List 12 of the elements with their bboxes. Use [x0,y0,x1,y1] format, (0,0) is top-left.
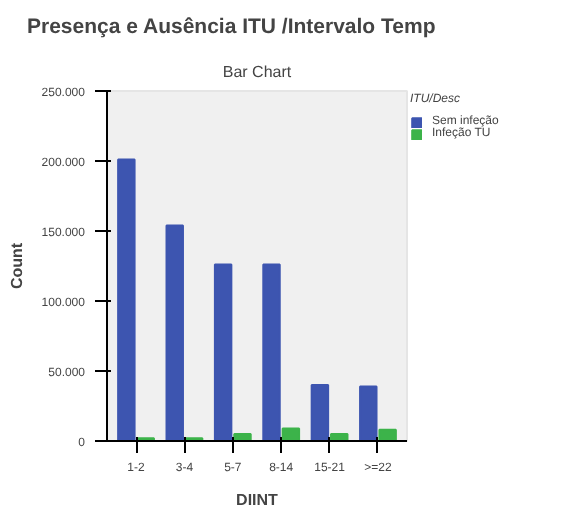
bar [165,224,184,441]
bar [262,263,281,441]
bar [310,384,330,441]
y-axis-title: Count [7,242,26,290]
bar [359,385,378,441]
bar [378,428,397,441]
bar [213,263,233,441]
bar [117,158,136,441]
chart-title: Presença e Ausência ITU /Intervalo Temp [27,15,436,39]
x-axis-title: DIINT [236,491,279,509]
chart-subtitle: Bar Chart [222,63,293,81]
bar [281,427,301,441]
